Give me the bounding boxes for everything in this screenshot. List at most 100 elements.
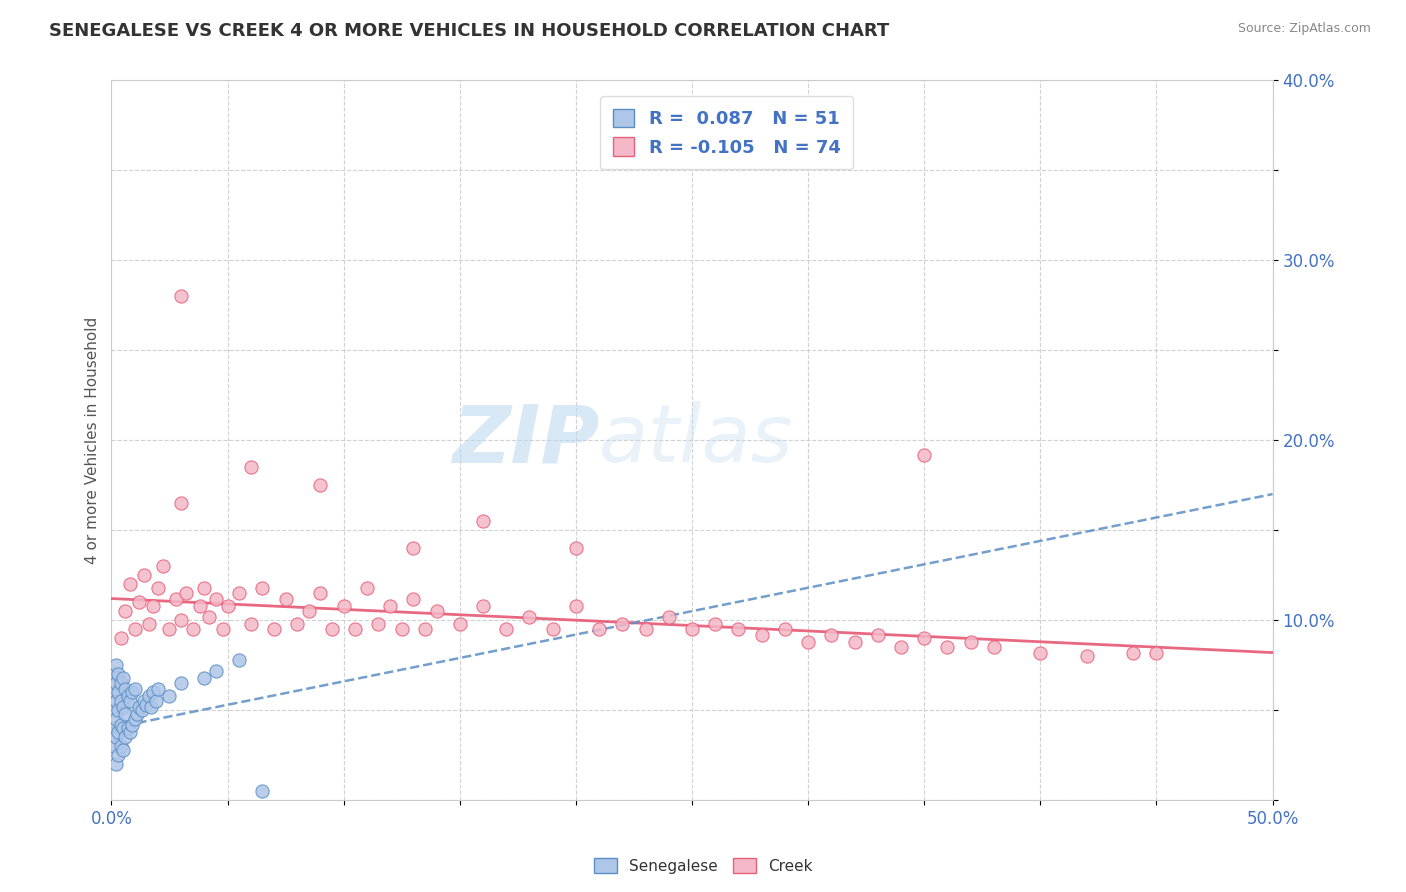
Point bbox=[332, 599, 354, 613]
Point bbox=[138, 616, 160, 631]
Point bbox=[1144, 646, 1167, 660]
Point bbox=[111, 671, 134, 685]
Point bbox=[107, 667, 129, 681]
Point bbox=[356, 581, 378, 595]
Point bbox=[704, 616, 727, 631]
Point bbox=[107, 724, 129, 739]
Point bbox=[105, 676, 128, 690]
Point bbox=[124, 622, 146, 636]
Point bbox=[228, 653, 250, 667]
Point bbox=[321, 622, 343, 636]
Point bbox=[252, 784, 274, 798]
Point bbox=[378, 599, 401, 613]
Point bbox=[773, 622, 796, 636]
Point bbox=[344, 622, 367, 636]
Point bbox=[309, 478, 332, 492]
Point bbox=[103, 721, 125, 735]
Point bbox=[142, 599, 165, 613]
Point bbox=[114, 681, 136, 696]
Point bbox=[131, 703, 153, 717]
Point bbox=[125, 706, 148, 721]
Point bbox=[472, 514, 495, 528]
Point bbox=[1122, 646, 1144, 660]
Point bbox=[495, 622, 517, 636]
Point bbox=[105, 730, 128, 744]
Point bbox=[612, 616, 634, 631]
Point bbox=[117, 721, 139, 735]
Point bbox=[121, 685, 143, 699]
Text: atlas: atlas bbox=[599, 401, 794, 479]
Point bbox=[110, 694, 132, 708]
Point bbox=[820, 627, 842, 641]
Y-axis label: 4 or more Vehicles in Household: 4 or more Vehicles in Household bbox=[86, 317, 100, 564]
Point bbox=[298, 604, 321, 618]
Point bbox=[105, 694, 128, 708]
Point bbox=[111, 721, 134, 735]
Point bbox=[541, 622, 564, 636]
Point bbox=[228, 586, 250, 600]
Point bbox=[128, 699, 150, 714]
Point bbox=[135, 698, 157, 712]
Point bbox=[118, 724, 141, 739]
Point bbox=[565, 599, 588, 613]
Point bbox=[912, 631, 935, 645]
Point bbox=[205, 664, 228, 678]
Point bbox=[402, 591, 425, 606]
Point bbox=[165, 591, 187, 606]
Point bbox=[890, 640, 912, 655]
Point bbox=[413, 622, 436, 636]
Legend: Senegalese, Creek: Senegalese, Creek bbox=[588, 852, 818, 880]
Point bbox=[105, 712, 128, 726]
Point bbox=[198, 609, 221, 624]
Point bbox=[138, 689, 160, 703]
Point bbox=[128, 595, 150, 609]
Point bbox=[983, 640, 1005, 655]
Point bbox=[205, 591, 228, 606]
Point bbox=[449, 616, 471, 631]
Point bbox=[103, 667, 125, 681]
Point bbox=[145, 694, 167, 708]
Point bbox=[132, 694, 155, 708]
Text: SENEGALESE VS CREEK 4 OR MORE VEHICLES IN HOUSEHOLD CORRELATION CHART: SENEGALESE VS CREEK 4 OR MORE VEHICLES I… bbox=[49, 22, 890, 40]
Point bbox=[519, 609, 541, 624]
Point bbox=[912, 448, 935, 462]
Point bbox=[105, 658, 128, 673]
Point bbox=[121, 717, 143, 731]
Point bbox=[239, 460, 262, 475]
Point bbox=[193, 671, 215, 685]
Point bbox=[193, 581, 215, 595]
Point bbox=[681, 622, 703, 636]
Point bbox=[159, 622, 181, 636]
Point bbox=[107, 685, 129, 699]
Point bbox=[118, 694, 141, 708]
Point bbox=[174, 586, 197, 600]
Point bbox=[797, 634, 820, 648]
Point bbox=[118, 577, 141, 591]
Point bbox=[588, 622, 610, 636]
Point bbox=[110, 739, 132, 754]
Point bbox=[866, 627, 889, 641]
Point bbox=[936, 640, 959, 655]
Point bbox=[146, 581, 169, 595]
Point bbox=[124, 712, 146, 726]
Point bbox=[170, 289, 193, 303]
Point bbox=[263, 622, 285, 636]
Point bbox=[1029, 646, 1052, 660]
Point bbox=[132, 568, 155, 582]
Point bbox=[114, 604, 136, 618]
Point bbox=[425, 604, 447, 618]
Point bbox=[103, 685, 125, 699]
Point bbox=[634, 622, 657, 636]
Point bbox=[124, 681, 146, 696]
Point bbox=[107, 703, 129, 717]
Point bbox=[217, 599, 239, 613]
Point bbox=[751, 627, 773, 641]
Point bbox=[309, 586, 332, 600]
Point bbox=[159, 689, 181, 703]
Text: ZIP: ZIP bbox=[451, 401, 599, 479]
Point bbox=[367, 616, 389, 631]
Point bbox=[472, 599, 495, 613]
Point bbox=[274, 591, 297, 606]
Point bbox=[103, 703, 125, 717]
Point bbox=[658, 609, 681, 624]
